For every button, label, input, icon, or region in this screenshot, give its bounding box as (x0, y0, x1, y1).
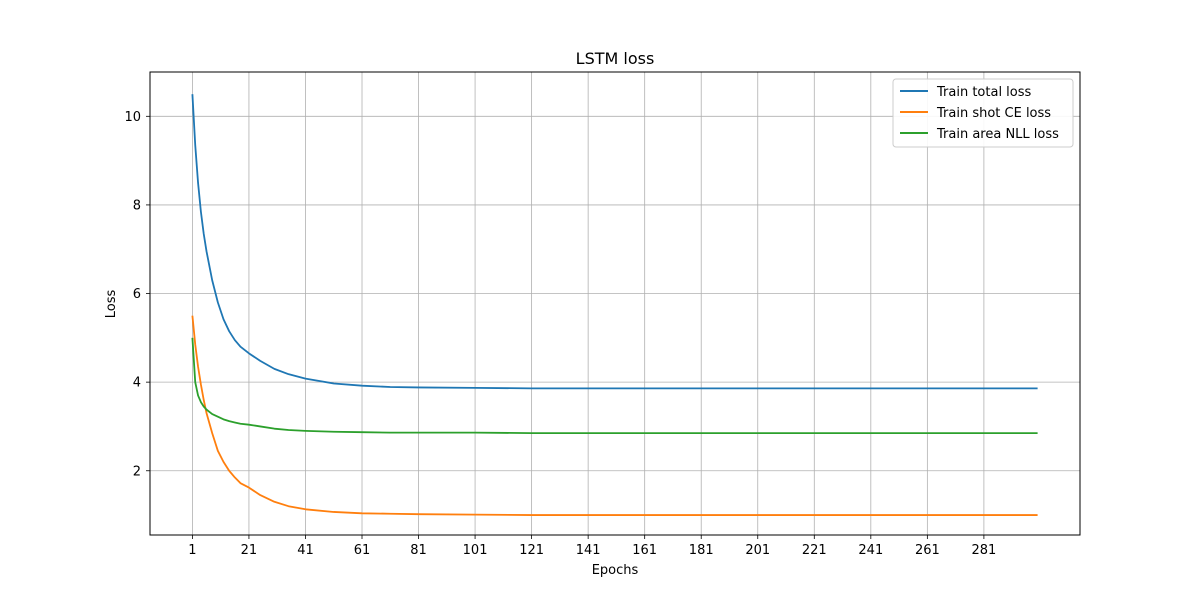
x-tick-label: 101 (463, 543, 488, 558)
y-tick-label: 6 (133, 287, 141, 302)
series-line-total-loss (191, 94, 1038, 390)
x-tick-label: 141 (576, 543, 601, 558)
series-layer (191, 94, 1038, 516)
legend-box (892, 78, 1074, 148)
legend-label-shot-ce: Train shot CE loss (936, 106, 1051, 121)
x-tick-label: 281 (971, 543, 996, 558)
x-tick-label: 161 (632, 543, 657, 558)
y-tick-label: 10 (124, 110, 141, 125)
x-axis: 1 21 41 61 81 101 121 141 161 181 201 221 241 261 281 (188, 535, 996, 558)
x-tick-label: 1 (188, 543, 196, 558)
legend-label-area-nll: Train area NLL loss (936, 127, 1059, 142)
x-tick-label: 121 (519, 543, 544, 558)
x-tick-label: 181 (689, 543, 714, 558)
legend: Train total loss Train shot CE loss Trai… (892, 78, 1074, 148)
x-tick-label: 81 (410, 543, 427, 558)
y-axis-label: Loss (104, 290, 119, 319)
plot-area (149, 71, 1081, 536)
y-axis: 2 4 6 8 10 (124, 110, 150, 479)
series-line-shot-ce-loss (191, 315, 1038, 516)
x-tick-label: 41 (297, 543, 314, 558)
x-tick-label: 21 (241, 543, 258, 558)
chart-title: LSTM loss (576, 49, 655, 68)
legend-label-total: Train total loss (936, 85, 1032, 100)
y-tick-label: 2 (133, 464, 141, 479)
x-tick-label: 261 (915, 543, 940, 558)
y-tick-label: 4 (133, 376, 141, 391)
y-tick-label: 8 (133, 198, 141, 213)
x-axis-label: Epochs (592, 563, 639, 578)
series-line-area-nll-loss (191, 337, 1038, 435)
x-tick-label: 61 (354, 543, 371, 558)
x-tick-label: 201 (745, 543, 770, 558)
x-tick-label: 241 (858, 543, 883, 558)
x-tick-label: 221 (802, 543, 827, 558)
